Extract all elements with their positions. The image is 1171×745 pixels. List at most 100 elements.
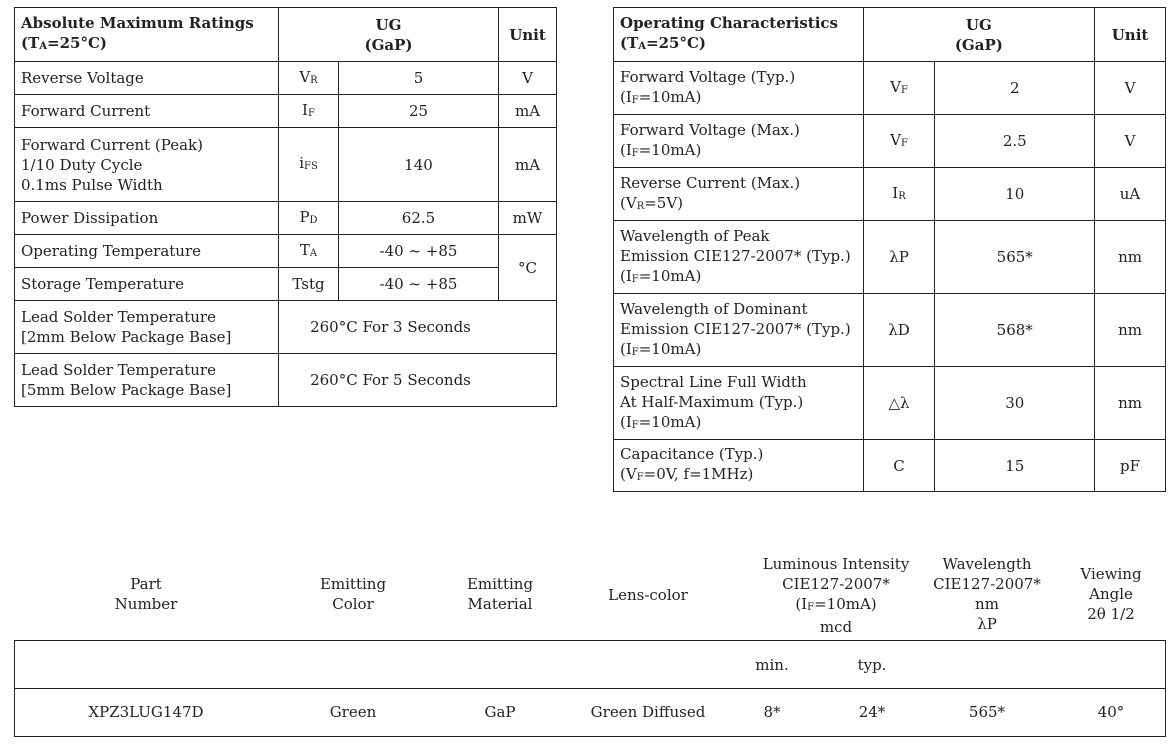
op-cond-sub: F <box>631 94 639 106</box>
abs-param-l1: Lead Solder Temperature <box>21 308 216 326</box>
wavelength-value: 565* <box>968 703 1006 721</box>
op-unit: uA <box>1094 167 1166 221</box>
op-col-unit: Unit <box>1094 7 1166 62</box>
op-cond-post: =10mA) <box>638 266 702 285</box>
sym: I <box>892 183 899 202</box>
abs-value: -40 ~ +85 <box>338 267 499 301</box>
op-param-l2: Emission CIE127-2007* (Typ.) <box>620 319 851 338</box>
op-symbol: VF <box>862 61 936 115</box>
op-cond-post: =10mA) <box>638 87 702 106</box>
op-param: Wavelength of Peak Emission CIE127-2007*… <box>613 220 864 294</box>
lens-color: Green Diffused <box>590 703 706 721</box>
sub-header-typ: typ. <box>857 656 887 674</box>
op-cond-sub: F <box>631 147 639 159</box>
abs-value: 260°C For 5 Seconds <box>278 353 557 407</box>
op-param: Wavelength of Dominant Emission CIE127-2… <box>613 293 864 367</box>
op-unit: nm <box>1094 293 1166 367</box>
op-param-l1: Forward Voltage (Max.) <box>620 120 800 139</box>
op-cond: (V <box>620 465 637 483</box>
sym: V <box>299 67 311 86</box>
header-luminous-intensity: Luminous Intensity CIE127-2007* (IF=10mA… <box>736 554 936 637</box>
op-param-l1: Wavelength of Dominant <box>620 299 808 318</box>
abs-symbol: VR <box>278 61 339 95</box>
viewing-angle-value: 40° <box>1097 703 1125 721</box>
op-cond-post: =10mA) <box>638 140 702 159</box>
op-title-cond: (T <box>620 34 639 52</box>
op-cond-post: =0V, f=1MHz) <box>643 465 754 483</box>
op-title-cond-sub: A <box>638 41 647 52</box>
header-part-l1: Part <box>130 575 162 593</box>
abs-title: Absolute Maximum Ratings (TA=25°C) <box>14 7 279 62</box>
emitting-color: Green <box>329 703 377 721</box>
table-rule-middle <box>14 688 1166 689</box>
abs-param-l2: [5mm Below Package Base] <box>21 381 232 399</box>
op-param-l1: Reverse Current (Max.) <box>620 173 801 192</box>
op-value: 15 <box>934 439 1096 492</box>
abs-param: Lead Solder Temperature [2mm Below Packa… <box>14 300 279 354</box>
op-unit: nm <box>1094 366 1166 440</box>
abs-param: Operating Temperature <box>14 234 279 268</box>
op-symbol: VF <box>862 114 936 168</box>
op-symbol: IR <box>862 167 936 221</box>
op-cond-sub: F <box>631 346 639 358</box>
op-param-l1: Spectral Line Full Width <box>620 372 807 391</box>
op-title-line1: Operating Characteristics <box>620 14 839 32</box>
abs-param: Forward Current <box>14 94 279 128</box>
op-title: Operating Characteristics (TA=25°C) <box>613 7 864 62</box>
header-part-l2: Number <box>114 595 178 613</box>
header-material-l2: Material <box>467 595 533 613</box>
abs-param-l1: Forward Current (Peak) <box>21 135 203 154</box>
op-cond-sub: F <box>636 472 644 483</box>
op-symbol: λD <box>862 293 936 367</box>
table-rule-left <box>14 640 15 737</box>
op-symbol: λP <box>862 220 936 294</box>
op-param: Reverse Current (Max.) (VR=5V) <box>613 167 864 221</box>
abs-symbol: iFS <box>278 127 339 202</box>
sym-sub: R <box>310 74 318 86</box>
op-title-cond-post: =25°C) <box>646 34 707 52</box>
op-cond-post: =10mA) <box>638 412 702 431</box>
abs-title-line1: Absolute Maximum Ratings <box>21 14 254 32</box>
op-param-l2: At Half-Maximum (Typ.) <box>620 392 804 411</box>
header-part-number: Part Number <box>86 574 206 614</box>
abs-unit: V <box>498 61 557 95</box>
sym-sub: F <box>900 84 908 96</box>
header-va-l3: 2θ 1/2 <box>1087 605 1135 623</box>
header-viewing-angle: Viewing Angle 2θ 1/2 <box>1066 564 1156 624</box>
op-cond-sub: F <box>631 273 639 285</box>
sym: I <box>302 100 308 119</box>
op-cond: (I <box>620 412 632 431</box>
op-param: Forward Voltage (Max.) (IF=10mA) <box>613 114 864 168</box>
header-wl-l3: nm <box>975 595 999 613</box>
op-param-l1: Capacitance (Typ.) <box>620 445 764 463</box>
part-number: XPZ3LUG147D <box>88 703 204 721</box>
abs-symbol: TA <box>278 234 339 268</box>
op-cond-sub: R <box>636 200 645 212</box>
header-emitting-color: Emitting Color <box>293 574 413 614</box>
header-va-l2: Angle <box>1089 585 1133 603</box>
sym: T <box>299 240 310 259</box>
op-unit: nm <box>1094 220 1166 294</box>
operating-characteristics-table: Operating Characteristics (TA=25°C) UG (… <box>613 7 1166 492</box>
sym-sub: F <box>900 137 908 149</box>
abs-symbol: Tstg <box>278 267 339 301</box>
op-col-ug-l2: (GaP) <box>954 35 1003 54</box>
abs-col-ug: UG (GaP) <box>278 7 499 62</box>
op-cond: (I <box>620 266 632 285</box>
abs-param: Forward Current (Peak) 1/10 Duty Cycle 0… <box>14 127 279 202</box>
header-lens-color: Lens-color <box>608 586 688 604</box>
op-cond-post: =5V) <box>644 193 684 212</box>
sub-header-min: min. <box>755 656 789 674</box>
header-lum-l1: Luminous Intensity <box>762 555 910 573</box>
sym-sub: A <box>309 247 318 259</box>
op-value: 2 <box>934 61 1096 115</box>
abs-unit: mA <box>498 127 557 202</box>
abs-param-l2: [2mm Below Package Base] <box>21 328 232 346</box>
header-color-l2: Color <box>332 595 374 613</box>
sym: V <box>890 77 901 96</box>
op-param: Forward Voltage (Typ.) (IF=10mA) <box>613 61 864 115</box>
abs-title-cond: (T <box>21 34 40 52</box>
luminous-min: 8* <box>763 703 781 721</box>
op-param-l1: Wavelength of Peak <box>620 226 770 245</box>
abs-col-unit: Unit <box>498 7 557 62</box>
